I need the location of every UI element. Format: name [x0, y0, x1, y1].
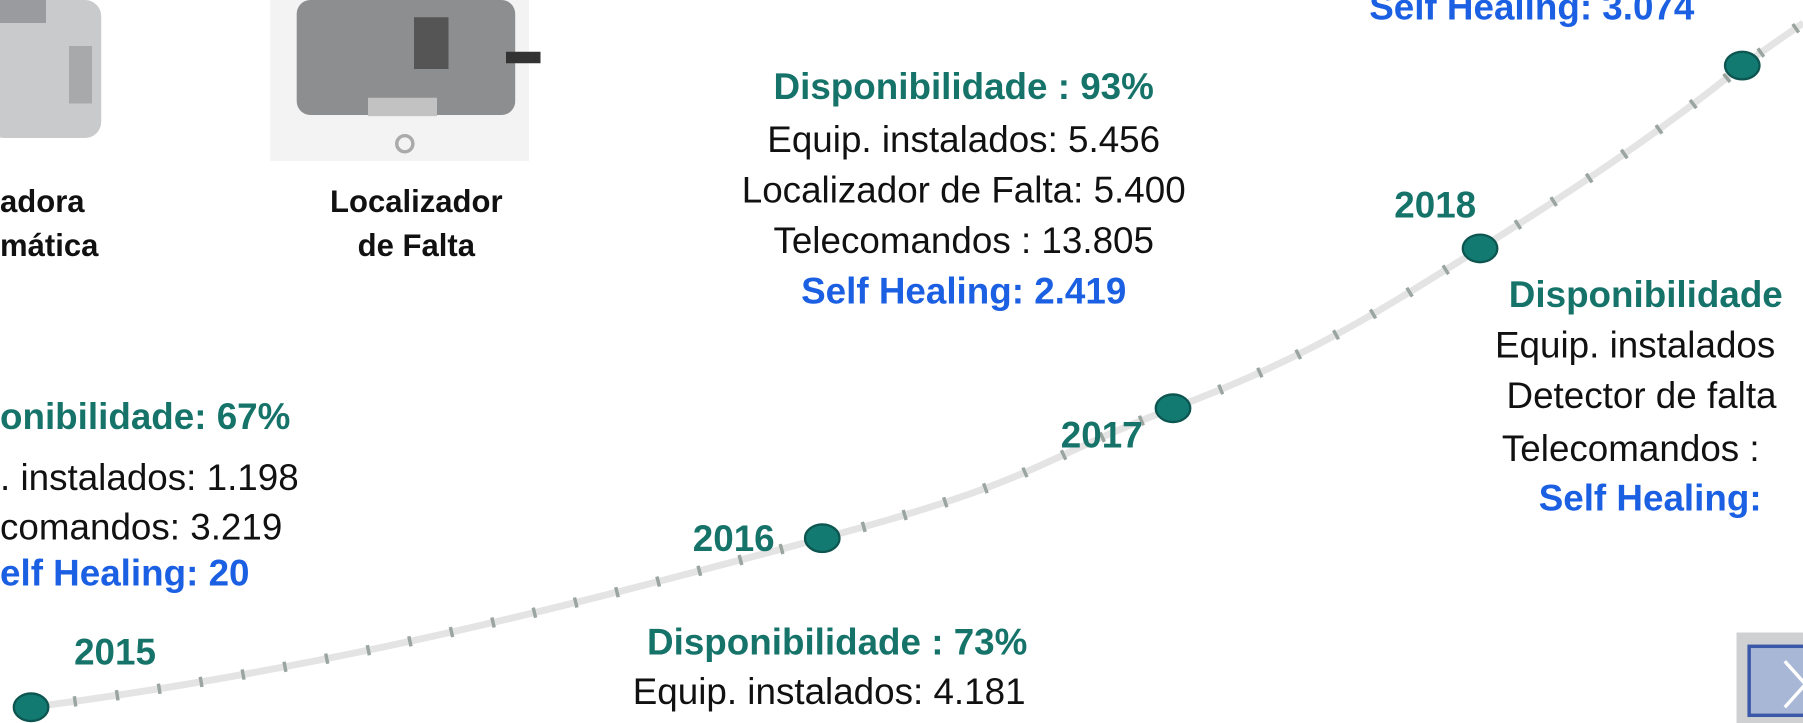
stat-line: Detector de falta	[1506, 374, 1777, 417]
availability: Disponibilidade : 73%	[647, 621, 1028, 663]
year-label: 2016	[692, 517, 775, 559]
stat-line: comandos: 3.219	[0, 506, 283, 548]
stat-line: Equip. instalados: 4.181	[632, 670, 1026, 712]
self-healing: Self Healing:	[1538, 477, 1762, 519]
next-button[interactable]	[1736, 632, 1803, 723]
equipment-label: Localizador	[330, 184, 503, 220]
self-healing: elf Healing: 20	[0, 552, 250, 594]
stat-line: Equip. instalados	[1495, 324, 1776, 366]
stat-line: Equip. instalados: 5.456	[767, 118, 1161, 160]
stat-line: . instalados: 1.198	[0, 456, 299, 498]
year-label: 2017	[1060, 414, 1143, 456]
equipment-label: mática	[0, 228, 99, 263]
availability: Disponibilidade	[1508, 273, 1783, 316]
self-healing: Self Healing: 2.419	[801, 270, 1127, 312]
equipment-photo	[0, 0, 102, 138]
year-label: 2015	[74, 631, 156, 673]
equipment-photo	[270, 0, 541, 161]
equipment-label: adora	[0, 184, 85, 220]
stat-line: Telecomandos : 13.805	[773, 219, 1154, 262]
timeline-dots	[12, 50, 1761, 723]
stat-line: Telecomandos :	[1501, 427, 1760, 470]
availability: onibilidade: 67%	[0, 395, 291, 437]
timeline-curve	[30, 20, 1803, 711]
availability: Disponibilidade : 93%	[773, 65, 1154, 107]
year-label: 2018	[1394, 184, 1477, 226]
self-healing: Self Healing: 3.074	[1369, 0, 1695, 28]
equipment-label: de Falta	[357, 228, 475, 263]
stat-line: Localizador de Falta: 5.400	[741, 169, 1186, 211]
